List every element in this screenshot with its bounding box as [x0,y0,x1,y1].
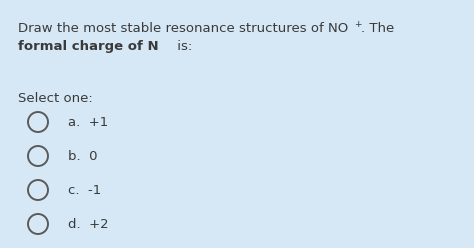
Text: formal charge of N: formal charge of N [18,40,159,53]
Text: a.  +1: a. +1 [68,116,108,129]
Text: c.  -1: c. -1 [68,184,101,197]
Text: +: + [354,20,362,29]
Text: Draw the most stable resonance structures of NO: Draw the most stable resonance structure… [18,22,348,35]
Text: b.  0: b. 0 [68,150,98,163]
Text: is:: is: [173,40,192,53]
Text: d.  +2: d. +2 [68,218,109,231]
Text: . The: . The [361,22,394,35]
Text: Select one:: Select one: [18,92,93,105]
